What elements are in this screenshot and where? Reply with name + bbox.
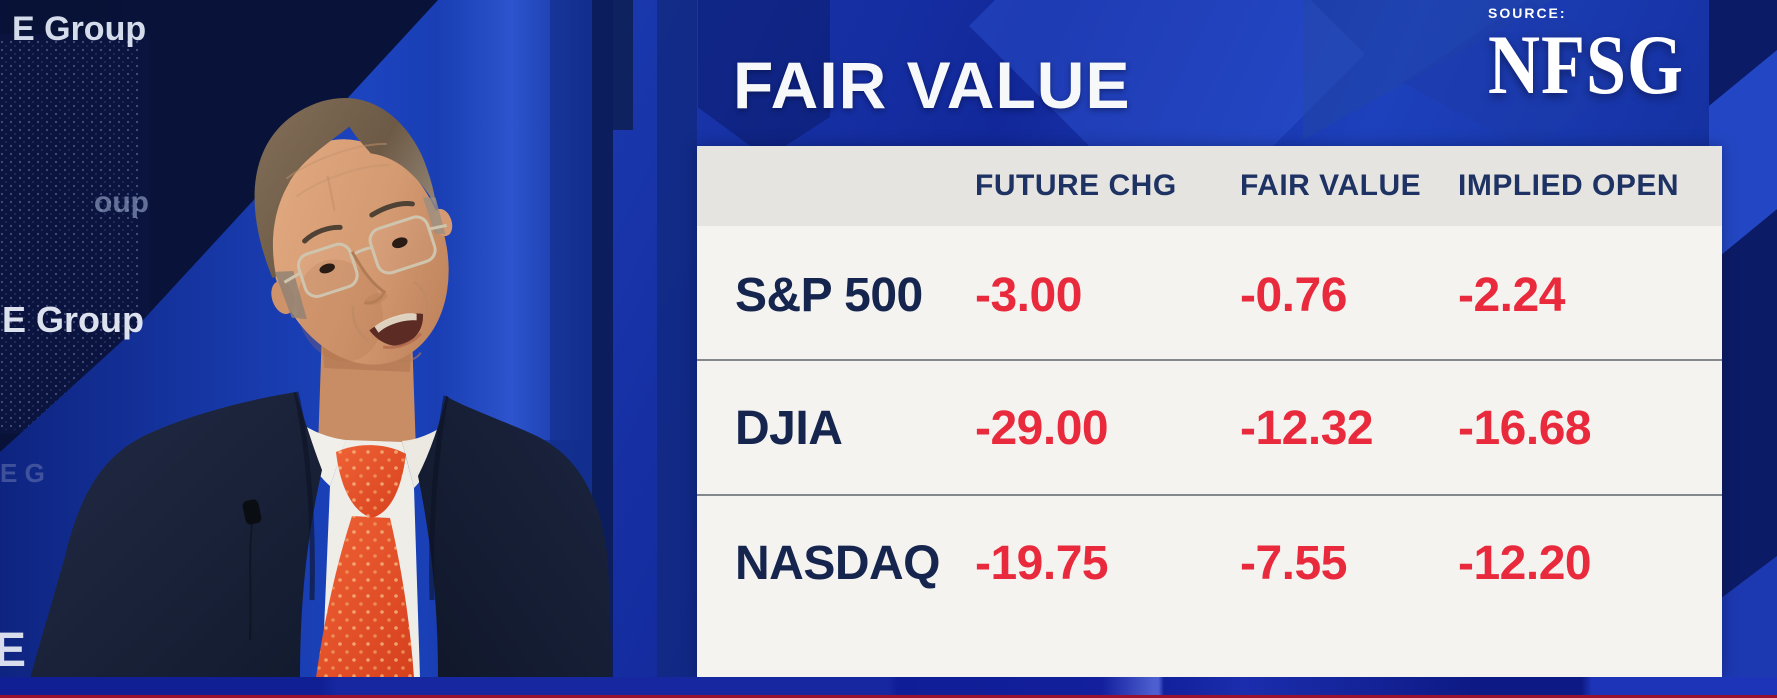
tie-body-pattern bbox=[316, 516, 414, 678]
column-header-future-chg: FUTURE CHG bbox=[975, 169, 1177, 202]
lapel-left bbox=[293, 391, 315, 601]
implied-open-value: -12.20 bbox=[1458, 537, 1592, 590]
studio-video: E Group oup E Group E G E bbox=[0, 0, 613, 678]
backdrop-gutter-notch bbox=[613, 0, 633, 130]
lower-third-bar bbox=[0, 677, 1777, 695]
eyebrow-right bbox=[369, 201, 415, 218]
sideburn-left bbox=[274, 271, 307, 320]
future-chg-value: -19.75 bbox=[975, 537, 1109, 590]
row-divider bbox=[697, 494, 1722, 496]
studio-scene: E Group oup E Group E G E bbox=[0, 0, 613, 678]
lower-lip bbox=[382, 332, 423, 349]
nose-shadow bbox=[364, 292, 388, 305]
glasses-temple-left bbox=[283, 271, 302, 284]
table-header-row: FUTURE CHG FAIR VALUE IMPLIED OPEN bbox=[697, 146, 1722, 226]
brow-crease bbox=[326, 175, 336, 211]
anchor-person bbox=[30, 98, 612, 678]
tie-knot-pattern bbox=[336, 445, 406, 518]
source-block: SOURCE: NFSG bbox=[1488, 5, 1728, 107]
fair-value-table: FUTURE CHG FAIR VALUE IMPLIED OPEN S&P 5… bbox=[697, 146, 1722, 677]
chin-crease bbox=[398, 352, 422, 363]
table-row-djia: DJIA -29.00 -12.32 -16.68 bbox=[697, 359, 1722, 494]
bottom-red-line bbox=[0, 695, 1777, 698]
signage-e-group-middle: E Group bbox=[2, 299, 144, 340]
row-divider bbox=[697, 359, 1722, 361]
future-chg-value: -29.00 bbox=[975, 402, 1109, 455]
column-header-fair-value: FAIR VALUE bbox=[1240, 169, 1422, 202]
row-label: DJIA bbox=[735, 402, 843, 455]
implied-open-value: -2.24 bbox=[1458, 269, 1565, 322]
fair-value-value: -7.55 bbox=[1240, 537, 1347, 590]
mouth-open bbox=[369, 313, 423, 346]
column-header-implied-open: IMPLIED OPEN bbox=[1458, 169, 1680, 202]
hair bbox=[254, 98, 437, 278]
signage-oup-fragment: oup bbox=[94, 186, 149, 219]
glasses-temple-right bbox=[428, 223, 448, 231]
eye-left bbox=[319, 263, 335, 274]
mic-wire bbox=[249, 523, 253, 641]
signage-e-group-top: E Group bbox=[12, 10, 146, 48]
forehead-line-1 bbox=[285, 142, 387, 180]
future-chg-value: -3.00 bbox=[975, 269, 1082, 322]
source-label: SOURCE: bbox=[1488, 5, 1567, 21]
suit-left bbox=[30, 392, 322, 678]
page-title: FAIR VALUE bbox=[733, 48, 1131, 122]
fair-value-value: -12.32 bbox=[1240, 402, 1374, 455]
graphics-panel: FAIR VALUE SOURCE: NFSG FUTURE CHG FAIR … bbox=[613, 0, 1777, 678]
fair-value-value: -0.76 bbox=[1240, 269, 1347, 322]
head bbox=[254, 98, 453, 365]
suit-right bbox=[418, 396, 612, 678]
backdrop-gutter-band bbox=[657, 0, 697, 678]
implied-open-value: -16.68 bbox=[1458, 402, 1592, 455]
eyebrow-left bbox=[302, 224, 343, 244]
row-label: S&P 500 bbox=[735, 269, 923, 322]
signage-e-bottom: E bbox=[0, 624, 26, 677]
teeth bbox=[374, 313, 417, 333]
smile-fold-right bbox=[413, 281, 429, 317]
table-row-sp500: S&P 500 -3.00 -0.76 -2.24 bbox=[697, 226, 1722, 359]
row-label: NASDAQ bbox=[735, 537, 941, 590]
source-logo-nfsg: NFSG bbox=[1488, 17, 1685, 112]
smile-fold-left bbox=[351, 306, 370, 343]
lapel-right bbox=[429, 395, 449, 601]
eye-right bbox=[392, 237, 408, 249]
forehead-line-2 bbox=[295, 164, 390, 198]
signage-e-g-faint: E G bbox=[0, 458, 45, 488]
table-row-nasdaq: NASDAQ -19.75 -7.55 -12.20 bbox=[697, 494, 1722, 677]
sideburn-right bbox=[422, 197, 446, 235]
lapel-mic bbox=[242, 499, 262, 525]
video-right-edge bbox=[592, 0, 613, 678]
